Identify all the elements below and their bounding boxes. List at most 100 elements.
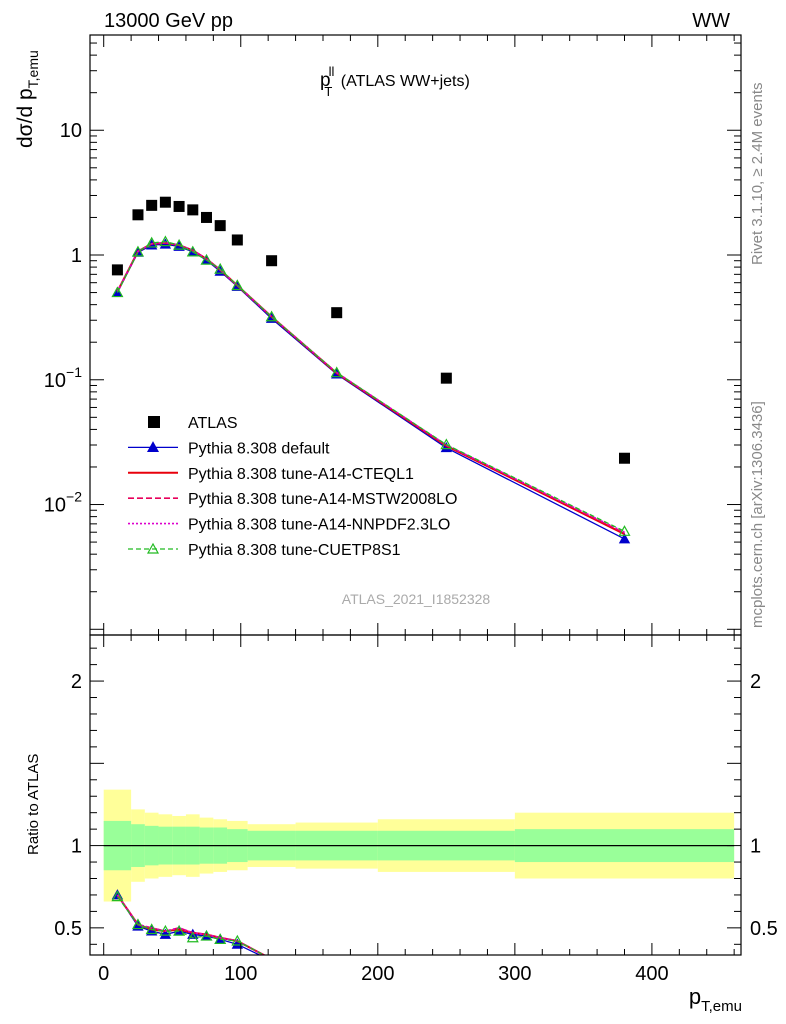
data-point-atlas [173, 200, 185, 212]
energy-label: 13000 GeV pp [104, 10, 233, 32]
ratio-y-tick-label: 1 [71, 836, 82, 858]
data-point-atlas [266, 255, 278, 267]
data-point-atlas [214, 220, 226, 232]
main-line-a14_nnpdf [116, 241, 625, 533]
x-tick-label: 100 [224, 963, 257, 985]
rivet-label: Rivet 3.1.10, ≥ 2.4M events [749, 83, 766, 266]
main-line-cuetp8s1 [116, 240, 625, 532]
y-tick-label: 10−1 [44, 364, 82, 392]
data-point-atlas [619, 452, 631, 464]
ratio-line-cuetp8s1 [116, 896, 266, 955]
ratio-y-axis-label: Ratio to ATLAS [25, 754, 42, 855]
ratio-plot-panel: 0 100 200 300 400 0.5 0.5 1 1 2 2 Ratio to ATLAS p… [25, 634, 778, 1015]
main-marker-cuetp8s1 [145, 236, 158, 248]
data-point-atlas [231, 234, 243, 246]
legend-label: Pythia 8.308 tune-CUETP8S1 [188, 542, 401, 559]
y-tick-label: 10−2 [44, 489, 82, 517]
plot-title-sub: T [324, 84, 332, 99]
main-marker-cuetp8s1 [618, 525, 631, 536]
legend-label: Pythia 8.308 tune-A14-MSTW2008LO [188, 491, 457, 508]
mcplots-label: mcplots.cern.ch [arXiv:1306.3436] [749, 401, 766, 628]
data-point-atlas [331, 307, 343, 319]
ratio-marker-cuetp8s1 [200, 929, 213, 941]
plot-title-main: p [320, 70, 331, 91]
legend-marker [146, 441, 160, 452]
legend-entry: Pythia 8.308 tune-A14-MSTW2008LO [128, 491, 457, 508]
ratio-y-tick-label-right: 0.5 [750, 918, 778, 940]
main-marker-cuetp8s1 [265, 310, 278, 322]
main-line-a14_mstw [116, 242, 625, 534]
ratio-y-tick-label: 0.5 [54, 918, 82, 940]
ratio-marker-cuetp8s1 [111, 890, 124, 902]
x-tick-label: 200 [361, 963, 394, 985]
data-point-atlas [440, 372, 452, 384]
ratio-marker-cuetp8s1 [145, 923, 158, 935]
legend-label: ATLAS [188, 415, 238, 432]
ratio-marker-cuetp8s1 [186, 931, 199, 943]
legend-marker [146, 542, 160, 554]
x-axis-label-main: p [689, 984, 701, 1009]
data-point-atlas [159, 196, 171, 208]
legend: ATLAS Pythia 8.308 default Pythia 8.308 tu… [128, 415, 457, 559]
main-y-axis-label-main: dσ/d p [14, 88, 37, 148]
legend-entry: Pythia 8.308 tune-A14-NNPDF2.3LO [128, 517, 450, 534]
legend-entry: Pythia 8.308 tune-A14-CTEQL1 [128, 466, 414, 483]
main-marker-cuetp8s1 [131, 245, 144, 257]
ratio-line-default [116, 894, 262, 955]
main-marker-cuetp8s1 [111, 286, 124, 298]
main-marker-cuetp8s1 [173, 238, 186, 250]
main-marker-cuetp8s1 [200, 253, 213, 265]
main-marker-default [618, 533, 631, 544]
y-tick-label-exp: −2 [66, 489, 82, 505]
legend-entry: Pythia 8.308 tune-CUETP8S1 [128, 542, 401, 559]
ratio-marker-cuetp8s1 [159, 924, 172, 936]
main-marker-cuetp8s1 [186, 245, 199, 257]
ratio-marker-cuetp8s1 [173, 924, 186, 936]
y-tick-label-base: 1 [71, 245, 82, 267]
watermark: ATLAS_2021_I1852328 [342, 591, 491, 607]
ratio-marker-default [159, 928, 172, 939]
plot-title: pll T (ATLAS WW+jets) [320, 64, 470, 99]
data-point-atlas [111, 264, 123, 276]
ratio-y-tick-label-right: 2 [750, 671, 761, 693]
ratio-frame [89, 634, 742, 956]
main-marker-cuetp8s1 [231, 279, 244, 291]
ratio-y-tick-label-right: 1 [750, 836, 761, 858]
legend-entry: ATLAS [148, 415, 238, 432]
legend-label: Pythia 8.308 tune-A14-NNPDF2.3LO [188, 517, 450, 534]
ratio-line-a14_nnpdf [116, 894, 266, 955]
legend-label: Pythia 8.308 tune-A14-CTEQL1 [188, 466, 414, 483]
y-tick-label-base: 10 [44, 495, 66, 517]
y-tick-label-exp: −1 [66, 364, 82, 380]
plot-title-sup: ll [329, 64, 335, 79]
main-marker-cuetp8s1 [440, 438, 453, 450]
data-point-atlas [187, 204, 199, 216]
main-marker-cuetp8s1 [214, 262, 227, 274]
ratio-y-tick-label: 2 [71, 671, 82, 693]
x-axis-label-sub: T,emu [701, 998, 742, 1015]
data-point-atlas [200, 211, 212, 223]
data-point-atlas [146, 199, 158, 211]
y-tick-label: 10 [60, 120, 82, 142]
process-label: WW [692, 10, 730, 32]
x-tick-label: 0 [98, 963, 109, 985]
main-y-axis-label: dσ/d pT,emu [14, 50, 41, 148]
y-tick-label-base: 10 [44, 370, 66, 392]
data-point-atlas [132, 209, 144, 221]
ratio-marker-default [231, 938, 244, 949]
ratio-marker-cuetp8s1 [131, 918, 144, 930]
x-tick-label: 300 [498, 963, 531, 985]
legend-marker-atlas [148, 416, 160, 428]
legend-label: Pythia 8.308 default [188, 440, 330, 457]
y-tick-label-base: 10 [60, 120, 82, 142]
main-marker-cuetp8s1 [330, 366, 343, 378]
ratio-marker-cuetp8s1 [214, 933, 227, 944]
x-axis-label: pT,emu [689, 984, 742, 1015]
plot-title-rest: (ATLAS WW+jets) [336, 73, 470, 90]
main-y-axis-label-sub: T,emu [25, 50, 41, 88]
y-tick-label: 1 [71, 245, 82, 267]
legend-entry: Pythia 8.308 default [128, 440, 330, 457]
main-marker-cuetp8s1 [159, 235, 172, 247]
